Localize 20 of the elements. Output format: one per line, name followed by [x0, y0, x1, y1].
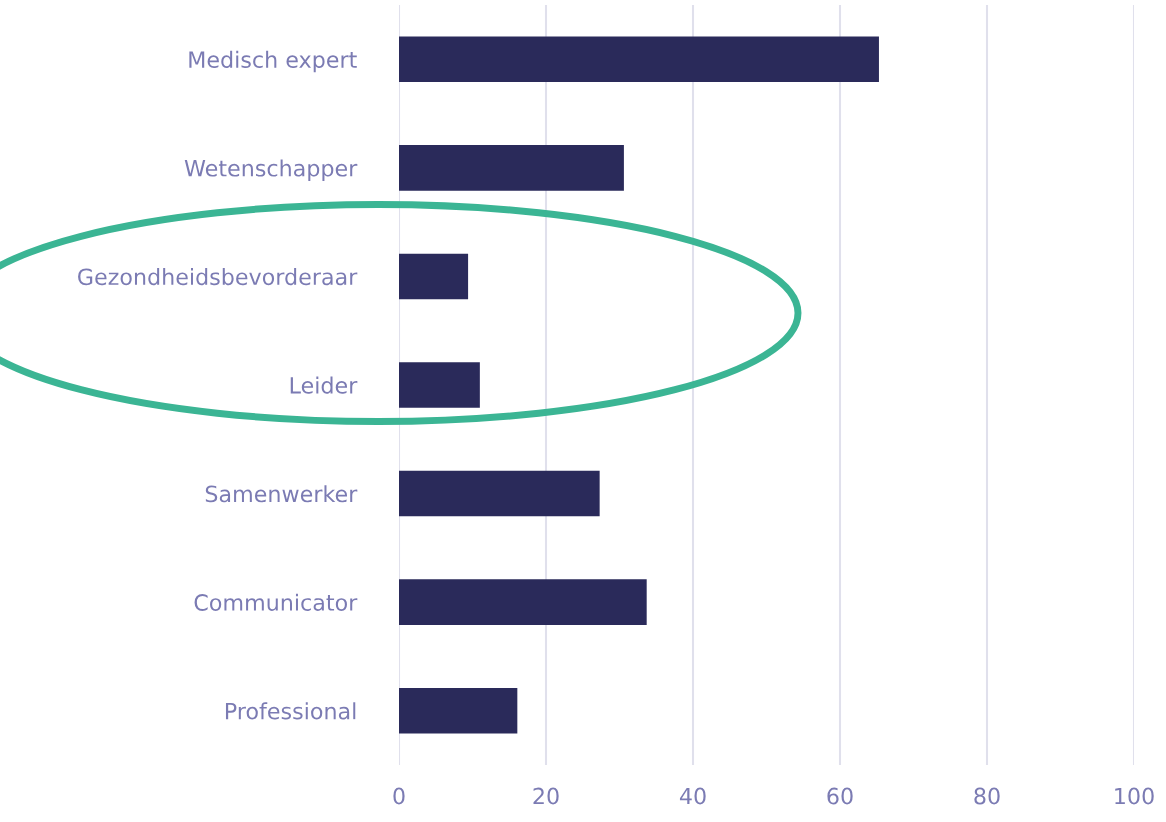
y-tick-label: Wetenschapper — [184, 159, 358, 181]
x-tick-label: 40 — [679, 787, 706, 805]
y-tick-label: Gezondheidsbevorderaar — [78, 267, 358, 286]
y-tick-label: Leider — [290, 376, 358, 394]
y-tick-label: Professional — [225, 702, 356, 720]
x-tick-label: 80 — [974, 787, 1000, 805]
x-tick-label: 0 — [393, 787, 405, 805]
bar — [399, 470, 600, 517]
y-tick-label: Medisch expert — [189, 50, 357, 73]
x-tick-label: 100 — [1115, 787, 1154, 805]
bar — [399, 687, 518, 734]
x-tick-label: 60 — [827, 787, 853, 805]
bar — [399, 253, 469, 300]
bar — [399, 579, 647, 625]
bar — [399, 362, 480, 408]
y-tick-label: Samenwerker — [205, 485, 358, 503]
y-tick-label: Communicator — [194, 593, 358, 611]
bar — [399, 145, 624, 191]
x-tick-label: 20 — [533, 787, 559, 805]
bar — [399, 36, 879, 83]
